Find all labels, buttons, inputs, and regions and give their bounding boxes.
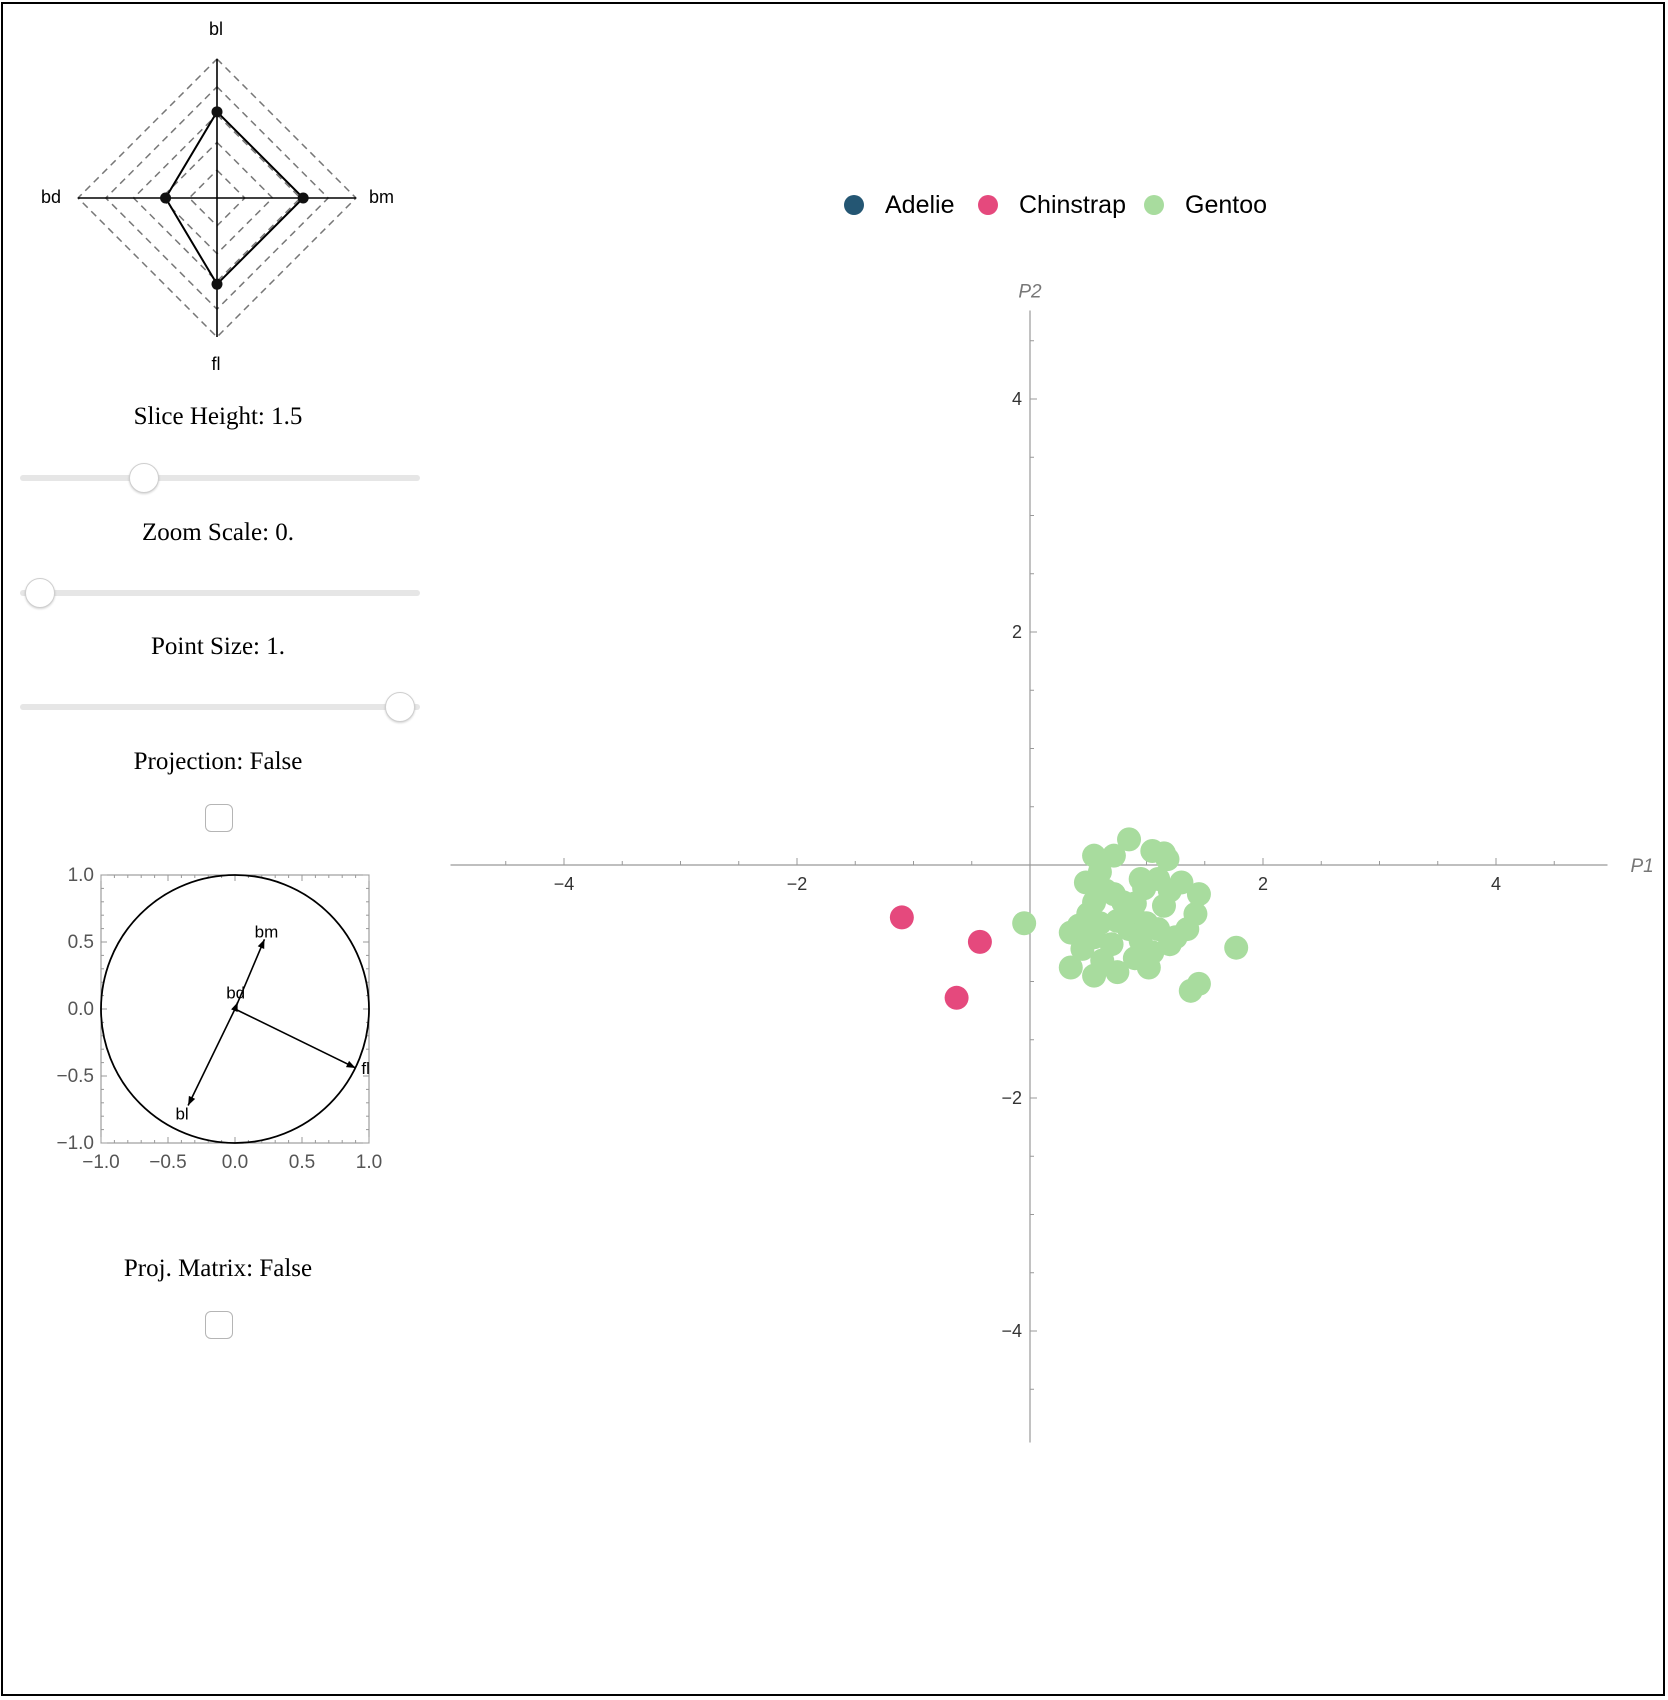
- biplot-x-tick-label: −0.5: [149, 1152, 187, 1173]
- point-gentoo: [1094, 879, 1118, 903]
- radar-point-fl: [212, 279, 223, 290]
- slider-track: [20, 475, 420, 481]
- slider-track: [20, 590, 420, 596]
- radar-point-bl: [212, 106, 223, 117]
- point-gentoo: [1179, 979, 1203, 1003]
- legend-label-chinstrap: Chinstrap: [1019, 191, 1126, 219]
- biplot-y-tick-label: 0.0: [68, 999, 94, 1020]
- proj-matrix-label: Proj. Matrix: False: [18, 1255, 418, 1283]
- point-gentoo: [1059, 956, 1083, 980]
- point-gentoo: [1121, 897, 1145, 921]
- legend-marker-adelie: [844, 195, 864, 215]
- scatter-plot: −4 −2 2 4 −4 −2 2 4 P1 P2: [420, 230, 1660, 1510]
- biplot-x-tick-label: 0.0: [222, 1152, 248, 1173]
- biplot-vector-label-bm: bm: [255, 922, 279, 941]
- point-gentoo: [1129, 929, 1153, 953]
- biplot-chart: −1.0 −0.5 0.0 0.5 1.0 1.0 0.5 0.0 −0.5 −1.0 bm bd fl…: [0, 860, 420, 1180]
- radar-chart: bl bm fl bd: [0, 0, 420, 380]
- radar-axis-label-fl: fl: [212, 354, 221, 374]
- x-tick-label: 4: [1491, 874, 1501, 894]
- chart-legend: Adelie Chinstrap Gentoo: [830, 180, 1430, 230]
- biplot-x-tick-label: 0.5: [289, 1152, 315, 1173]
- biplot-vector-label-fl: fl: [361, 1059, 370, 1078]
- radar-axis-label-bd: bd: [41, 187, 61, 207]
- y-axis-label: P2: [1018, 282, 1042, 303]
- slice-height-label: Slice Height: 1.5: [18, 403, 418, 431]
- y-tick-label: 2: [1012, 622, 1022, 642]
- legend-label-adelie: Adelie: [885, 191, 955, 219]
- legend-marker-chinstrap: [978, 195, 998, 215]
- point-chinstrap: [945, 986, 969, 1010]
- y-tick-label: 4: [1012, 389, 1022, 409]
- biplot-y-tick-label: −0.5: [56, 1066, 94, 1087]
- radar-point-bd: [160, 193, 171, 204]
- point-size-slider[interactable]: [20, 692, 420, 722]
- point-size-label: Point Size: 1.: [18, 633, 418, 661]
- point-gentoo: [1090, 949, 1114, 973]
- radar-axis-label-bm: bm: [369, 187, 394, 207]
- point-gentoo: [1152, 894, 1176, 918]
- biplot-y-tick-label: −1.0: [56, 1133, 94, 1154]
- point-gentoo: [1067, 914, 1091, 938]
- biplot-x-tick-label: −1.0: [82, 1152, 120, 1173]
- radar-point-bm: [298, 193, 309, 204]
- biplot-y-tick-label: 1.0: [68, 865, 94, 886]
- point-gentoo: [1117, 827, 1141, 851]
- y-tick-label: −4: [1001, 1321, 1022, 1341]
- point-chinstrap: [890, 905, 914, 929]
- projection-label: Projection: False: [18, 748, 418, 776]
- biplot-x-tick-label: 1.0: [356, 1152, 382, 1173]
- projection-checkbox[interactable]: [205, 804, 233, 832]
- biplot-vector-label-bd: bd: [226, 983, 245, 1002]
- slider-track: [20, 704, 420, 710]
- x-axis-label: P1: [1631, 856, 1654, 877]
- biplot-y-tick-label: 0.5: [68, 932, 94, 953]
- proj-matrix-checkbox[interactable]: [205, 1311, 233, 1339]
- zoom-scale-label: Zoom Scale: 0.: [18, 519, 418, 547]
- point-chinstrap: [968, 930, 992, 954]
- point-gentoo: [1012, 911, 1036, 935]
- y-tick-label: −2: [1001, 1088, 1022, 1108]
- radar-axis-label-bl: bl: [209, 19, 223, 39]
- x-tick-label: −4: [554, 874, 575, 894]
- point-gentoo: [1224, 936, 1248, 960]
- zoom-scale-slider[interactable]: [20, 578, 420, 608]
- slice-height-slider[interactable]: [20, 463, 420, 493]
- x-tick-label: −2: [787, 874, 808, 894]
- slider-handle[interactable]: [385, 692, 415, 722]
- legend-label-gentoo: Gentoo: [1185, 191, 1267, 219]
- x-tick-label: 2: [1258, 874, 1268, 894]
- biplot-vector-label-bl: bl: [175, 1104, 188, 1123]
- legend-marker-gentoo: [1144, 195, 1164, 215]
- slider-handle[interactable]: [25, 578, 55, 608]
- point-gentoo: [1137, 956, 1161, 980]
- slider-handle[interactable]: [129, 463, 159, 493]
